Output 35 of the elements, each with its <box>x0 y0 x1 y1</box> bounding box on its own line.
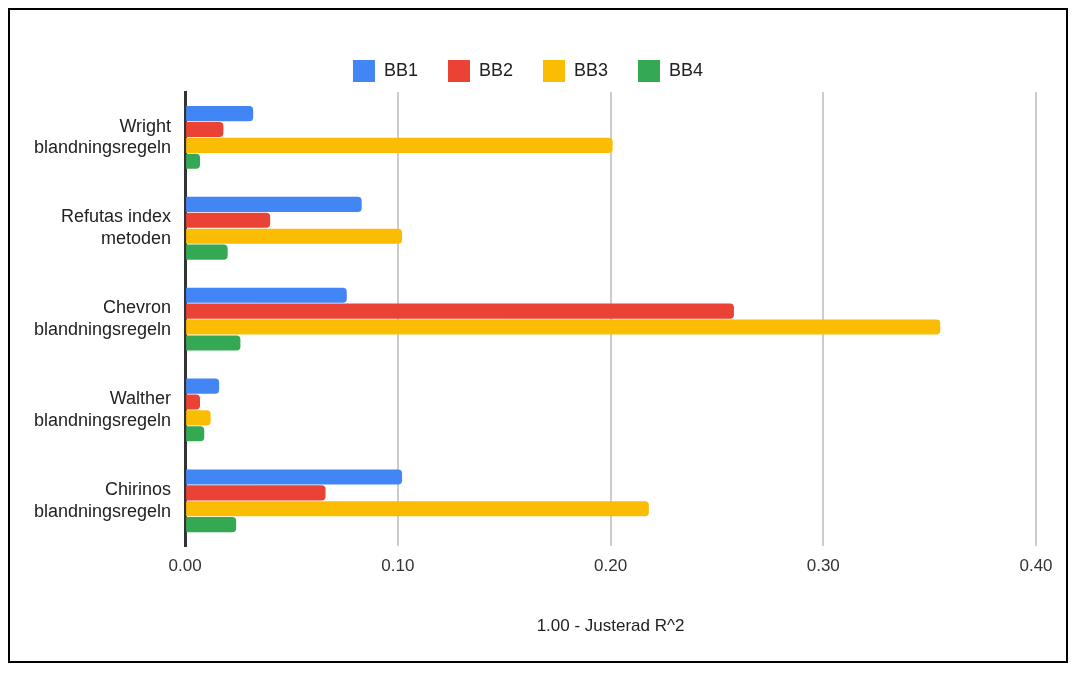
x-tick-label: 0.10 <box>381 556 415 576</box>
x-axis-title: 1.00 - Justerad R^2 <box>536 616 685 636</box>
bar <box>186 378 220 394</box>
bar <box>186 196 362 212</box>
legend-label: BB1 <box>383 59 418 80</box>
bar <box>186 426 205 442</box>
x-tick-label: 0.00 <box>168 556 202 576</box>
legend-label: BB3 <box>574 59 609 80</box>
bar <box>186 319 941 335</box>
y-tick-label: Chevron blandningsregeln <box>34 297 172 339</box>
legend-label: BB2 <box>478 59 514 80</box>
bar <box>186 469 403 485</box>
bar <box>186 501 649 517</box>
x-tick-label: 0.40 <box>1019 556 1053 576</box>
y-tick-label: Walther blandningsregeln <box>34 388 172 430</box>
bar <box>186 106 254 122</box>
y-tick-label: Chirinos blandningsregeln <box>34 478 172 521</box>
bar <box>186 394 200 410</box>
bar <box>186 212 271 228</box>
bar <box>186 153 200 169</box>
bar <box>186 228 403 244</box>
bar <box>186 485 326 501</box>
bar <box>186 137 613 153</box>
bar <box>186 335 241 351</box>
y-tick-label: Wright blandningsregeln <box>34 115 172 158</box>
bar <box>186 410 211 426</box>
bar <box>186 303 734 319</box>
x-tick-label: 0.20 <box>594 556 628 576</box>
y-tick-label: Refutas index metoden <box>61 206 172 249</box>
bar <box>186 287 347 303</box>
bar <box>186 121 224 138</box>
bar <box>186 244 228 260</box>
bar <box>186 517 237 533</box>
x-tick-label: 0.30 <box>806 556 840 576</box>
legend-label: BB4 <box>669 59 704 80</box>
